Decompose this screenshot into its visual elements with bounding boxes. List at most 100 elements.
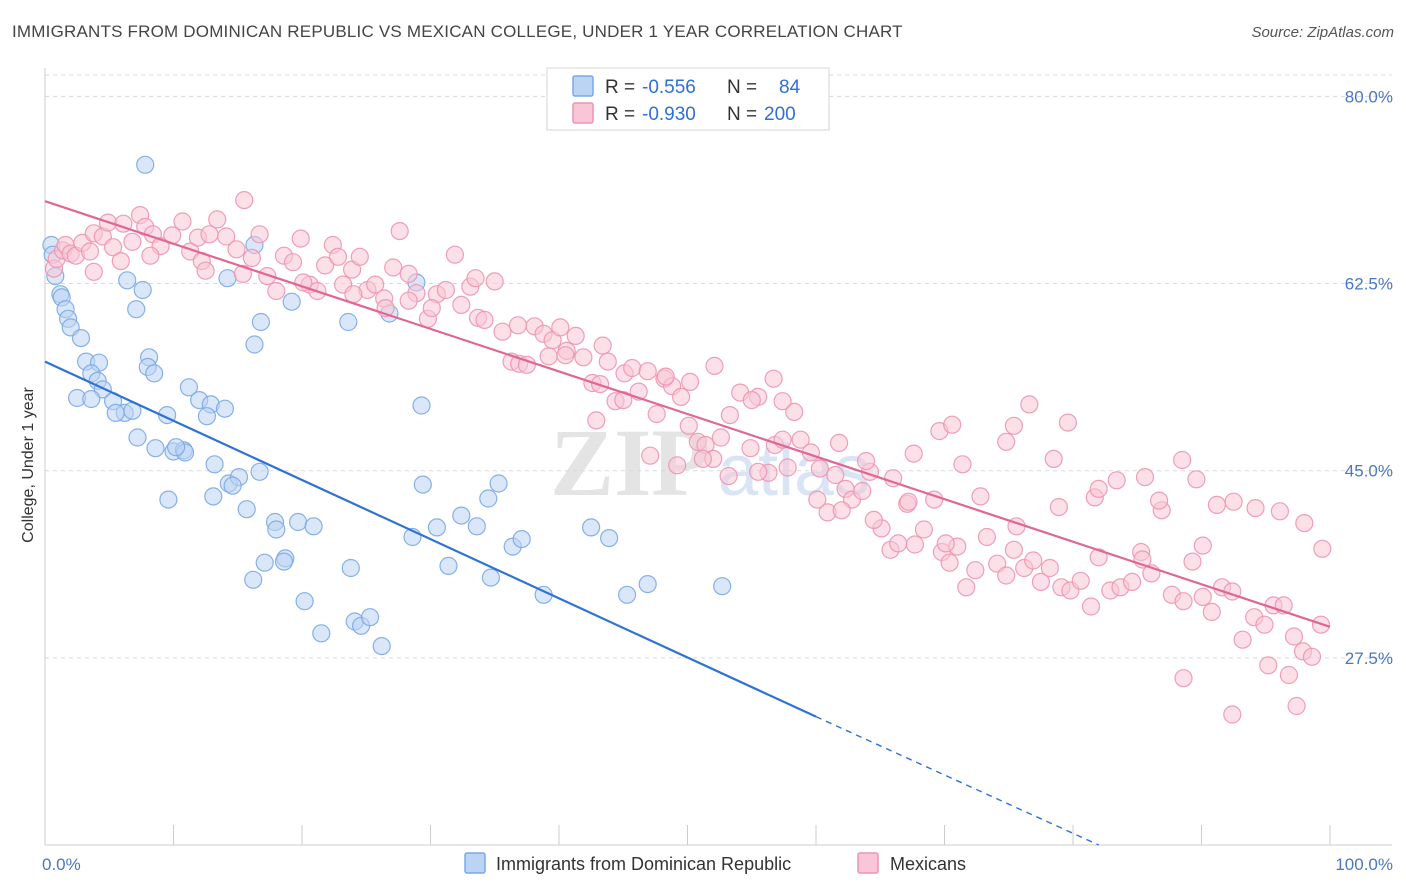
dominican-point-15 <box>82 389 101 409</box>
mexican-point-200 <box>1279 665 1299 685</box>
mexican-point-144 <box>1255 615 1274 634</box>
mexican-point-72 <box>598 352 617 371</box>
mexican-point-66 <box>551 318 570 337</box>
mexican-point-29 <box>242 248 261 267</box>
mexican-point-160 <box>422 299 441 318</box>
mexican-point-53 <box>445 245 464 264</box>
mexican-point-208 <box>899 492 918 511</box>
mexican-point-198 <box>1174 669 1193 688</box>
mexican-point-14 <box>123 232 142 251</box>
mexican-point-149 <box>1302 647 1322 666</box>
mexican-point-206 <box>971 487 990 506</box>
mexican-point-35 <box>291 229 310 248</box>
dominican-point-35 <box>205 455 224 474</box>
dominican-point-68 <box>245 335 264 354</box>
mexican-point-154 <box>233 264 252 283</box>
mexican-point-68 <box>566 326 585 345</box>
mexican-point-119 <box>1004 540 1024 559</box>
mexican-point-86 <box>711 428 731 447</box>
dominican-point-43 <box>267 520 286 539</box>
mexican-point-189 <box>1187 470 1206 489</box>
mexican-point-156 <box>328 247 348 266</box>
dominican-point-87 <box>159 490 178 509</box>
mexican-point-44 <box>366 275 385 294</box>
legend-r-label-2: R = <box>605 104 635 125</box>
mexican-point-42 <box>350 247 369 266</box>
trend-line-mexicans <box>44 200 1331 628</box>
mexican-point-179 <box>997 432 1016 451</box>
mexican-point-26 <box>217 227 236 246</box>
mexican-point-115 <box>966 561 985 580</box>
mexican-point-99 <box>826 465 845 485</box>
mexican-point-34 <box>283 253 303 272</box>
trend-lines <box>44 200 1331 846</box>
mexican-point-173 <box>856 452 876 471</box>
dominican-point-46 <box>244 570 263 589</box>
mexican-point-161 <box>466 269 485 288</box>
mexican-point-28 <box>235 191 254 210</box>
dominican-point-62 <box>479 489 498 508</box>
legend-swatch-blue <box>572 75 594 97</box>
chart-title: IMMIGRANTS FROM DOMINICAN REPUBLIC VS ME… <box>12 22 903 41</box>
mexican-point-191 <box>1224 492 1243 511</box>
bottom-legend-swatch-blue <box>464 852 486 874</box>
mexican-point-163 <box>539 347 558 366</box>
mexican-point-201 <box>1193 536 1212 555</box>
mexican-point-190 <box>1207 495 1227 514</box>
mexican-point-25 <box>208 210 227 229</box>
axes <box>44 68 1392 846</box>
mexican-point-197 <box>1223 705 1242 724</box>
mexican-point-172 <box>829 433 849 452</box>
dominican-point-31 <box>179 378 198 397</box>
mexican-point-123 <box>1040 558 1060 578</box>
mexican-point-7 <box>80 242 100 261</box>
trend-line-dominican <box>44 360 817 718</box>
mexican-point-209 <box>864 510 883 530</box>
legend-r-value-2: -0.930 <box>642 104 696 125</box>
mexican-point-131 <box>1122 572 1142 592</box>
mexican-point-12 <box>111 252 130 271</box>
mexican-point-31 <box>258 267 277 286</box>
dominican-point-69 <box>251 312 270 332</box>
mexican-point-54 <box>452 295 471 314</box>
mexican-point-204 <box>1049 498 1069 517</box>
series-mexicans-points <box>44 191 1332 724</box>
mexican-point-75 <box>623 358 642 378</box>
dominican-point-77 <box>489 474 508 493</box>
y-tick-label-1: 45.0% <box>1345 462 1393 481</box>
mexican-point-94 <box>785 402 804 421</box>
mexican-point-166 <box>656 367 675 386</box>
mexican-point-210 <box>832 501 851 520</box>
mexican-point-147 <box>1284 627 1304 646</box>
mexican-point-139 <box>1202 602 1221 622</box>
dominican-point-37 <box>215 399 234 418</box>
mexican-point-178 <box>953 455 972 474</box>
mexican-point-211 <box>808 490 827 509</box>
mexican-point-199 <box>1259 656 1278 675</box>
dominican-point-49 <box>304 517 323 536</box>
dominican-point-21 <box>106 403 125 422</box>
dominican-point-50 <box>295 592 314 611</box>
mexican-point-47 <box>390 222 409 241</box>
dominican-point-64 <box>512 529 531 549</box>
dominican-point-83 <box>136 155 155 174</box>
legend-n-value-2: 200 <box>764 104 796 125</box>
x-tick-label-1: 100.0% <box>1335 855 1393 874</box>
legend-r-value-1: -0.556 <box>642 77 696 98</box>
dominican-point-34 <box>197 407 216 426</box>
dominican-point-48 <box>289 512 308 532</box>
mexican-point-87 <box>720 406 740 425</box>
dominican-point-81 <box>638 574 657 594</box>
mexican-point-46 <box>384 258 403 277</box>
bottom-legend-swatch-pink <box>857 852 879 874</box>
mexican-point-164 <box>556 346 575 365</box>
mexican-point-170 <box>764 369 783 388</box>
mexican-point-194 <box>1295 513 1314 533</box>
mexican-point-180 <box>1004 416 1024 435</box>
mexican-point-181 <box>1020 395 1039 414</box>
mexican-point-77 <box>638 362 657 381</box>
dominican-point-74 <box>412 396 431 415</box>
mexican-point-217 <box>641 446 660 465</box>
dominican-point-79 <box>599 528 619 548</box>
